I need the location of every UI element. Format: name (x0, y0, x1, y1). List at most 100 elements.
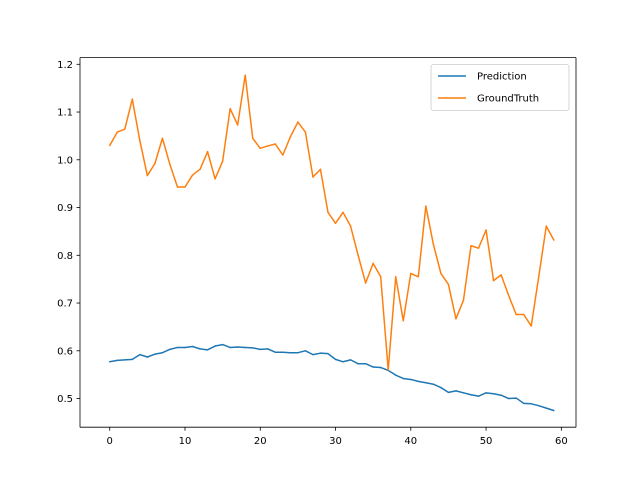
data-point (470, 393, 472, 396)
data-point (274, 351, 277, 353)
data-point (297, 121, 299, 123)
x-tick-label: 20 (254, 436, 267, 447)
data-point (116, 359, 119, 362)
data-point (357, 254, 359, 257)
data-point (425, 382, 427, 384)
data-point (402, 377, 405, 380)
data-point (108, 361, 111, 363)
x-tick-label: 50 (480, 436, 493, 447)
data-point (124, 359, 126, 361)
data-point (515, 397, 517, 399)
data-point (304, 131, 307, 133)
y-tick-label: 0.6 (57, 346, 73, 357)
x-tick-label: 0 (107, 436, 113, 447)
data-point (462, 299, 465, 301)
data-point (161, 137, 164, 140)
legend-label-prediction: Prediction (477, 72, 527, 83)
data-point (477, 395, 480, 397)
data-point (410, 272, 412, 275)
data-point (379, 366, 382, 369)
data-point (417, 380, 420, 383)
data-point (372, 262, 374, 265)
data-point (312, 353, 314, 356)
data-point (139, 353, 141, 356)
data-point (327, 352, 329, 355)
data-point (251, 137, 254, 140)
data-point (116, 131, 119, 133)
data-point (537, 404, 540, 407)
data-point (199, 348, 201, 350)
data-point (304, 350, 307, 352)
data-point (191, 345, 194, 348)
data-point (522, 402, 525, 405)
data-point (274, 143, 277, 145)
data-point (259, 348, 262, 351)
data-point (545, 407, 548, 409)
data-point (342, 211, 344, 214)
data-point (455, 390, 457, 392)
data-point (394, 276, 397, 278)
data-point (206, 150, 209, 153)
data-point (139, 139, 141, 142)
data-point (244, 346, 246, 349)
data-point (530, 403, 532, 405)
data-point (364, 282, 367, 284)
data-point (440, 386, 442, 389)
data-point (334, 222, 337, 225)
y-tick-label: 1.1 (57, 108, 73, 119)
series-line-prediction (109, 343, 555, 412)
data-point (357, 362, 359, 365)
series-layer (108, 74, 555, 412)
data-point (455, 318, 457, 320)
data-point (131, 358, 134, 361)
data-point (221, 343, 224, 346)
data-point (319, 168, 322, 171)
data-point (349, 359, 352, 361)
data-point (124, 128, 126, 130)
data-point (447, 391, 450, 394)
data-point (477, 247, 480, 249)
x-axis-ticks: 0 10 20 30 40 50 60 (107, 427, 568, 447)
data-point (507, 397, 510, 400)
data-point (289, 136, 292, 138)
axes-frame (79, 57, 577, 428)
data-point (417, 276, 420, 278)
data-point (214, 345, 216, 347)
y-tick-label: 1.0 (57, 155, 73, 166)
data-point (372, 366, 374, 368)
data-point (440, 272, 442, 275)
data-point (432, 383, 435, 385)
data-point (169, 348, 171, 351)
data-point (402, 319, 405, 322)
data-point (515, 313, 517, 316)
data-point (492, 393, 495, 395)
y-tick-label: 0.9 (57, 203, 73, 214)
x-tick-label: 40 (404, 436, 417, 447)
data-point (537, 276, 540, 278)
data-point (176, 186, 179, 188)
axes-background (80, 57, 576, 428)
data-point (492, 279, 495, 282)
data-point (470, 244, 472, 247)
data-point (259, 147, 262, 150)
data-point (432, 243, 435, 246)
data-point (500, 274, 502, 276)
data-point (312, 176, 314, 178)
data-point (221, 160, 224, 162)
data-point (251, 347, 254, 349)
x-tick-label: 10 (179, 436, 192, 447)
y-tick-label: 0.7 (57, 299, 73, 310)
data-point (267, 348, 269, 350)
data-point (214, 178, 216, 180)
data-point (154, 162, 156, 165)
data-point (154, 353, 156, 355)
data-point (236, 124, 239, 126)
data-point (394, 374, 397, 376)
data-point (267, 145, 269, 147)
data-point (146, 356, 149, 358)
data-point (349, 225, 352, 227)
data-point (462, 392, 465, 394)
data-point (244, 74, 246, 77)
data-point (184, 186, 186, 188)
data-point (530, 325, 532, 327)
